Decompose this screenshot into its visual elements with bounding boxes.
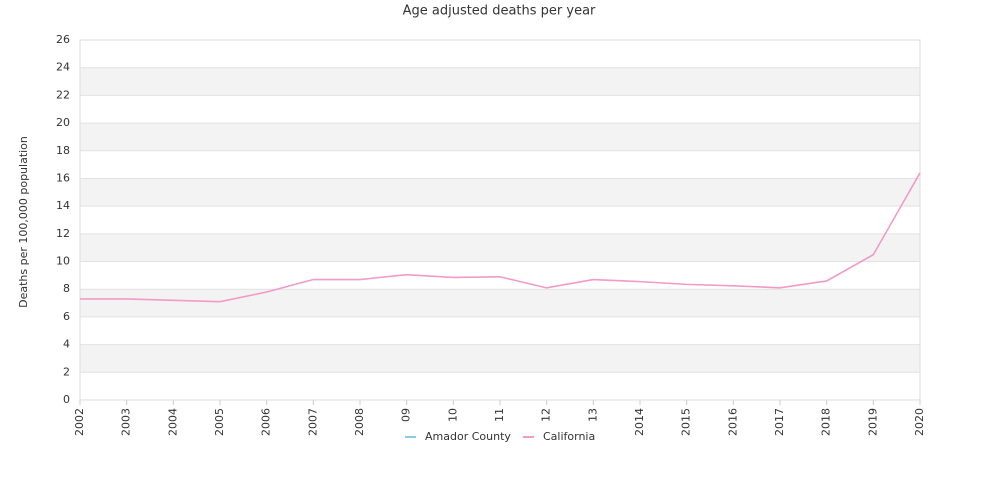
x-tick-label: 2017 <box>773 408 786 436</box>
grid-band <box>80 123 920 151</box>
x-tick-label: 2016 <box>726 408 739 436</box>
grid-band <box>80 233 920 262</box>
x-tick-label: 2003 <box>120 408 133 436</box>
grid-band <box>80 178 920 207</box>
legend-label: California <box>543 430 595 443</box>
x-tick-label: 2019 <box>866 408 879 436</box>
y-tick-label: 6 <box>63 310 70 323</box>
y-tick-label: 18 <box>56 144 70 157</box>
y-tick-label: 12 <box>56 227 70 240</box>
x-tick-label: 2020 <box>913 408 926 436</box>
x-tick-label: 13 <box>586 408 599 422</box>
y-tick-label: 8 <box>63 282 70 295</box>
series-line <box>80 172 921 303</box>
y-tick-label: 10 <box>56 255 70 268</box>
x-tick-label: 2006 <box>260 408 273 436</box>
x-tick-label: 2015 <box>680 408 693 436</box>
y-tick-label: 0 <box>63 393 70 406</box>
x-tick-label: 2008 <box>353 408 366 436</box>
x-tick-label: 10 <box>446 408 459 422</box>
x-tick-label: 12 <box>540 408 553 422</box>
y-tick-label: 26 <box>56 33 70 46</box>
x-tick-label: 2007 <box>306 408 319 436</box>
x-tick-label: 2002 <box>73 408 86 436</box>
grid-band <box>80 67 920 96</box>
x-tick-label: 2018 <box>820 408 833 436</box>
x-tick-label: 2004 <box>166 408 179 436</box>
legend-label: Amador County <box>425 430 511 443</box>
y-tick-label: 2 <box>63 365 70 378</box>
x-tick-label: 2005 <box>213 408 226 436</box>
chart-title: Age adjusted deaths per year <box>403 4 596 19</box>
grid-band <box>80 289 920 317</box>
x-tick-label: 09 <box>400 408 413 422</box>
x-tick-label: 2014 <box>633 408 646 436</box>
y-tick-label: 22 <box>56 88 70 101</box>
y-axis-label: Deaths per 100,000 population <box>17 136 30 308</box>
x-tick-label: 11 <box>493 408 506 422</box>
grid-band <box>80 344 920 373</box>
y-tick-label: 16 <box>56 171 70 184</box>
y-tick-label: 24 <box>56 61 70 74</box>
y-tick-label: 20 <box>56 116 70 129</box>
y-tick-label: 4 <box>63 338 70 351</box>
y-tick-label: 14 <box>56 199 70 212</box>
